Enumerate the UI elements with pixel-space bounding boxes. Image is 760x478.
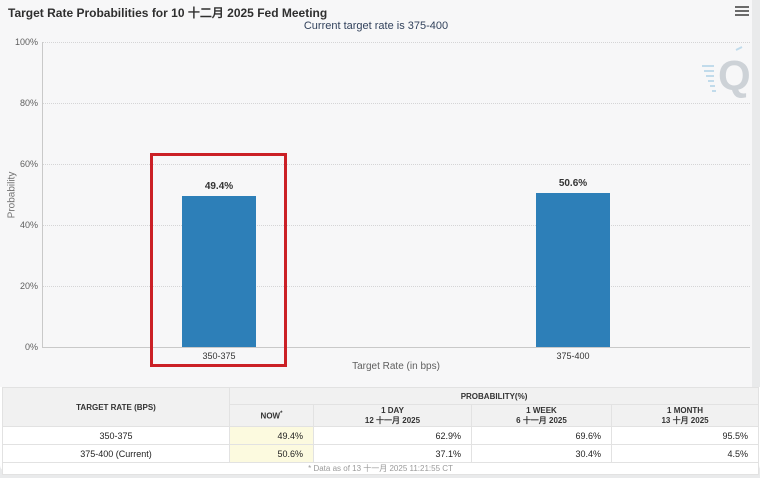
1month-cell: 95.5% [610, 426, 760, 445]
ytick-20: 20% [19, 281, 38, 291]
hamburger-bar [734, 10, 749, 12]
now-asterisk: * [280, 411, 283, 418]
rate-cell: 350-375 [2, 426, 230, 445]
bar-value-label: 49.4% [204, 181, 234, 192]
bar-375-400[interactable] [536, 193, 610, 347]
col-header-1day: 1 DAY 12 十一月 2025 [313, 404, 472, 427]
chart-subtitle: Current target rate is 375-400 [303, 20, 449, 32]
right-background-strip [752, 0, 760, 387]
bar-350-375[interactable] [182, 196, 256, 347]
table-row-375-400: 375-400 (Current) 50.6% 37.1% 30.4% 4.5% [2, 444, 760, 463]
ytick-80: 80% [19, 98, 38, 108]
gridline-60 [42, 164, 750, 165]
svg-text:Q: Q [718, 52, 751, 99]
hamburger-bar [734, 6, 749, 8]
col-header-1month: 1 MONTH 13 十月 2025 [610, 404, 760, 427]
1day-cell: 37.1% [313, 444, 472, 463]
now-cell: 50.6% [229, 444, 314, 463]
col-header-1week: 1 WEEK 6 十一月 2025 [471, 404, 612, 427]
col-header-now: NOW* [229, 404, 314, 427]
ytick-100: 100% [14, 37, 38, 47]
xtick-375-400: 375-400 [556, 351, 590, 361]
bar-value-label: 50.6% [558, 178, 588, 189]
1day-cell: 62.9% [313, 426, 472, 445]
ytick-40: 40% [19, 220, 38, 230]
hamburger-bar [734, 14, 749, 16]
chart-title: Target Rate Probabilities for 10 十二月 202… [8, 6, 328, 20]
watermark-q-logo: Q [702, 46, 751, 99]
1week-cell: 69.6% [471, 426, 612, 445]
gridline-20 [42, 286, 750, 287]
x-axis-line [42, 347, 750, 348]
col-header-target-rate: TARGET RATE (BPS) [2, 387, 230, 427]
col-header-1month-date: 13 十月 2025 [661, 415, 709, 425]
gridline-100 [42, 42, 750, 43]
data-as-of-footnote: * Data as of 13 十一月 2025 11:21:55 CT [1, 462, 760, 475]
1week-cell: 30.4% [471, 444, 612, 463]
chart-region: Target Rate Probabilities for 10 十二月 202… [6, 5, 751, 372]
col-header-probability: PROBABILITY(%) [228, 387, 760, 405]
x-axis-title: Target Rate (in bps) [352, 361, 440, 372]
gridline-40 [42, 225, 750, 226]
xtick-350-375: 350-375 [202, 351, 236, 361]
1month-cell: 4.5% [610, 444, 760, 463]
ytick-0: 0% [24, 342, 38, 352]
col-header-1day-date: 12 十一月 2025 [364, 415, 421, 425]
y-axis-line [42, 42, 43, 347]
rate-cell: 375-400 (Current) [2, 444, 230, 463]
hamburger-menu-icon[interactable] [733, 5, 750, 19]
table-row-350-375: 350-375 49.4% 62.9% 69.6% 95.5% [2, 426, 760, 445]
highlight-box [150, 153, 287, 367]
now-cell: 49.4% [229, 426, 314, 445]
ytick-60: 60% [19, 159, 38, 169]
y-axis-title: Probability [6, 171, 18, 219]
probability-table: TARGET RATE (BPS) PROBABILITY(%) NOW* 1 … [1, 387, 760, 475]
col-header-1week-date: 6 十一月 2025 [516, 415, 567, 425]
gridline-80 [42, 103, 750, 104]
